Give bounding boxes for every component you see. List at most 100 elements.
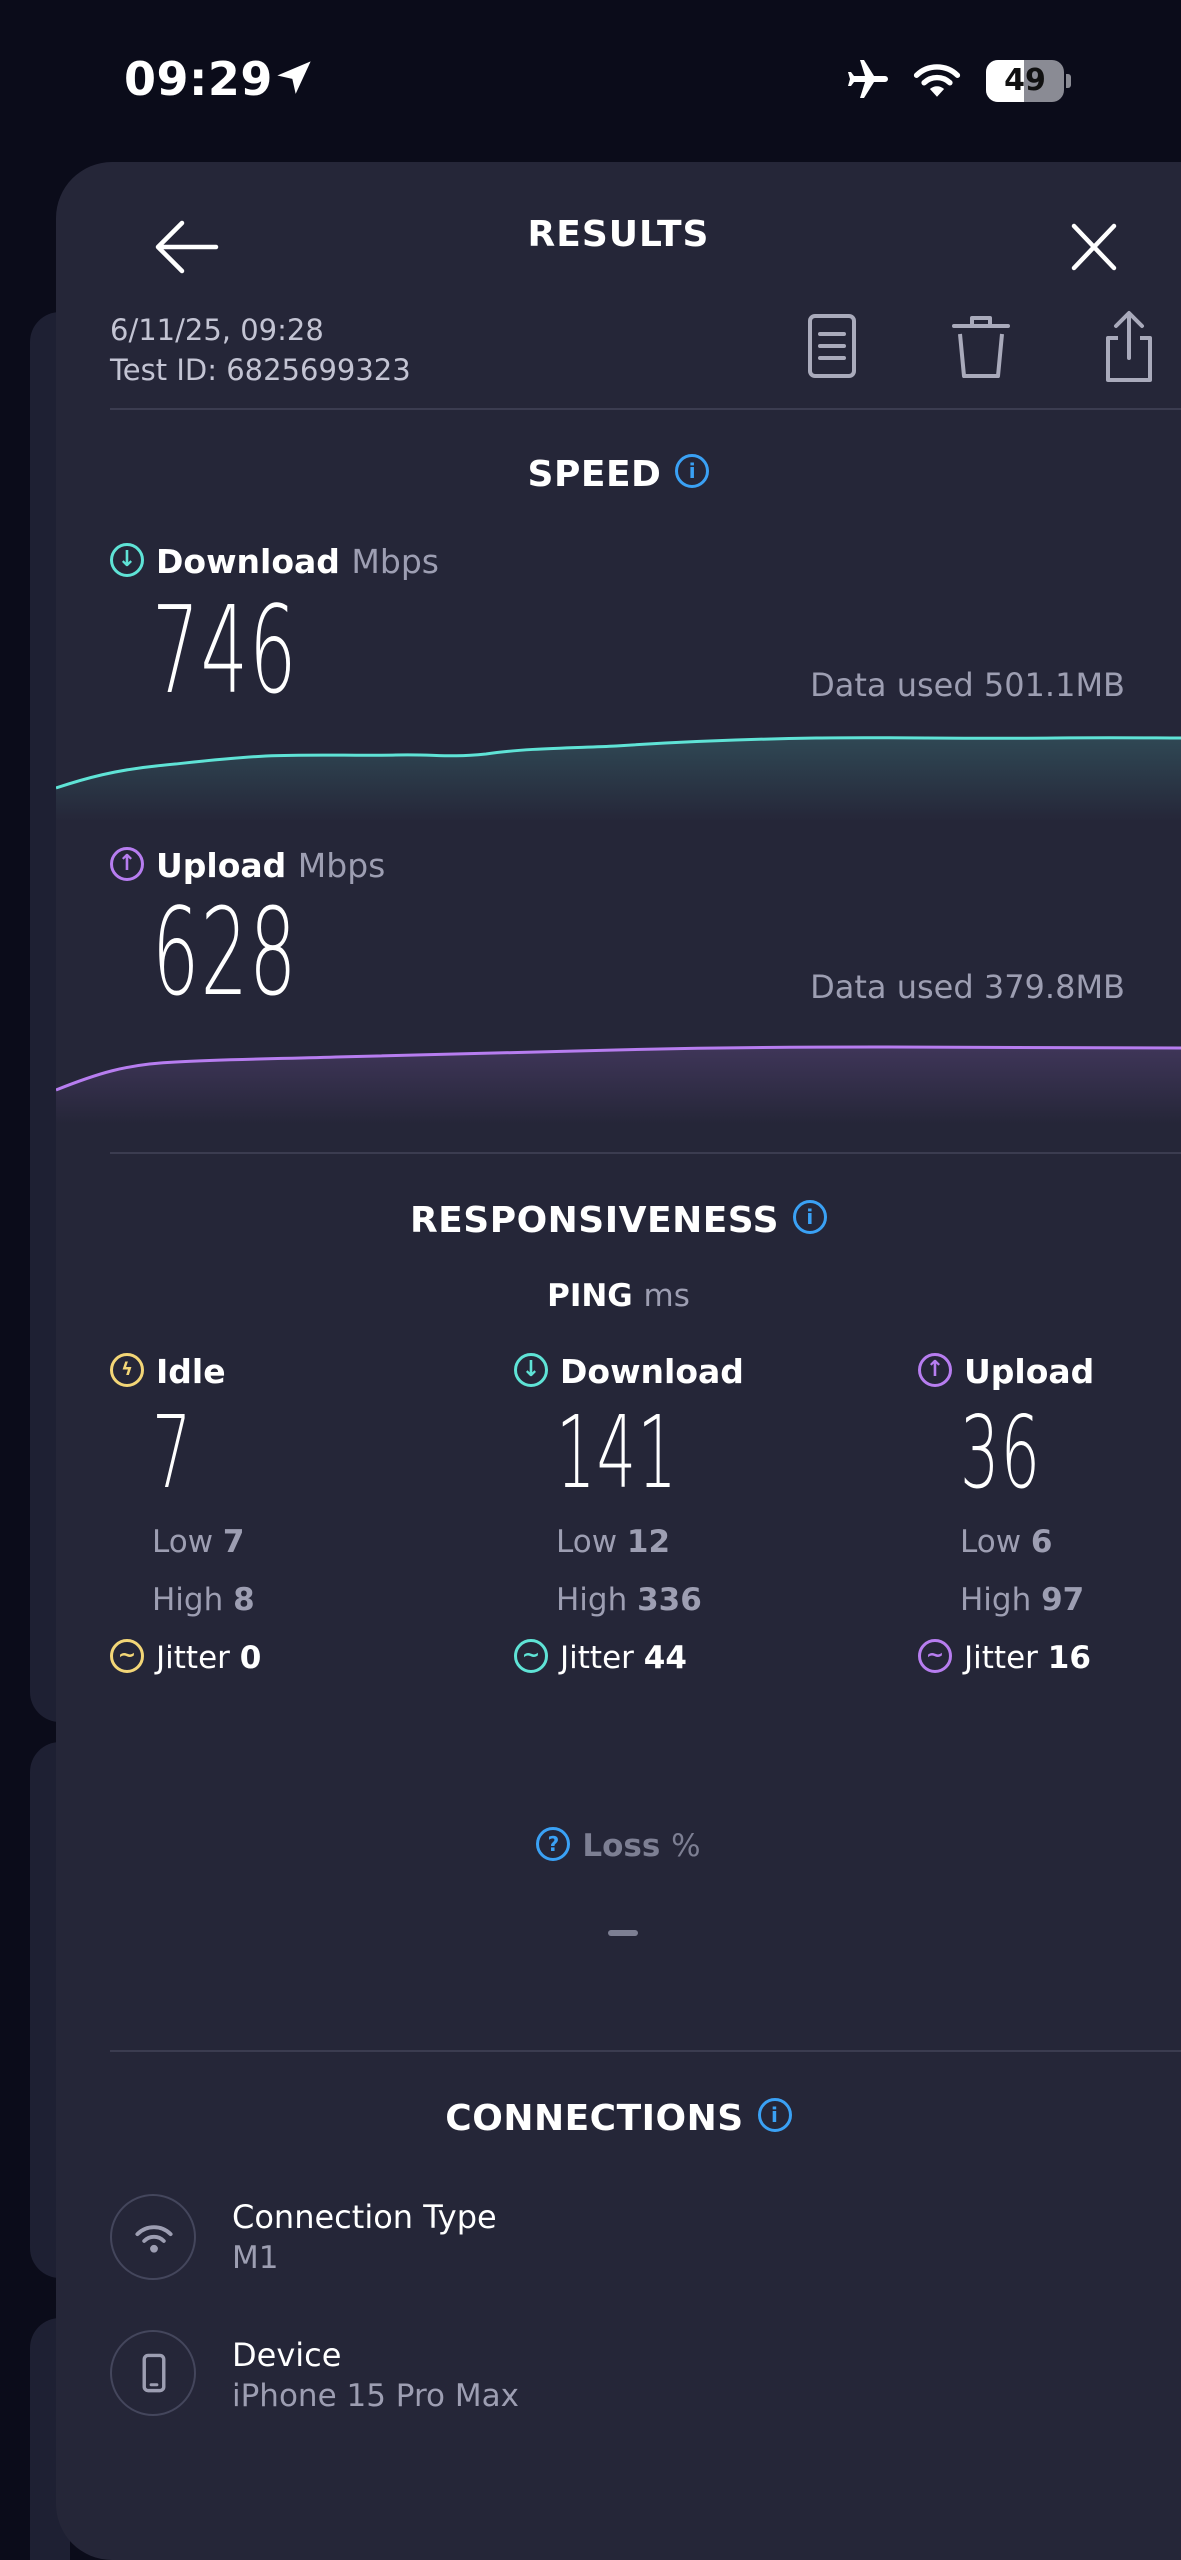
divider bbox=[110, 408, 1181, 410]
ping-upload-label: ↑ Upload bbox=[918, 1352, 1181, 1391]
download-jitter: ~ Jitter 44 bbox=[514, 1638, 687, 1677]
download-jitter-value: 44 bbox=[643, 1640, 687, 1676]
idle-ping-value: 7 bbox=[152, 1394, 193, 1511]
upload-speed-value: 628 bbox=[152, 884, 298, 1023]
connection-type-value: M1 bbox=[232, 2240, 279, 2276]
report-icon[interactable] bbox=[788, 304, 874, 390]
idle-label: ϟ Idle bbox=[110, 1352, 440, 1391]
download-data-used: Data used 501.1MB bbox=[810, 666, 1125, 704]
close-icon[interactable] bbox=[1034, 192, 1154, 302]
jitter-wave-icon: ~ bbox=[918, 1638, 952, 1673]
connections-info-icon[interactable]: i bbox=[757, 2098, 792, 2132]
status-time: 09:29 bbox=[124, 52, 273, 106]
download-unit: Mbps bbox=[351, 542, 439, 581]
wifi-icon bbox=[110, 2194, 196, 2280]
download-arrow-icon: ↓ bbox=[514, 1352, 548, 1387]
idle-low: Low 7 bbox=[152, 1524, 244, 1560]
download-ping-low: Low 12 bbox=[556, 1524, 670, 1560]
back-arrow-icon[interactable] bbox=[126, 192, 246, 302]
divider bbox=[110, 1152, 1181, 1154]
upload-arrow-icon: ↑ bbox=[918, 1352, 952, 1387]
loss-unit: % bbox=[671, 1828, 701, 1864]
download-label: ↓ Download Mbps bbox=[110, 542, 439, 581]
speed-section-title: SPEED i bbox=[56, 454, 1181, 495]
download-speed-graph bbox=[56, 736, 1181, 822]
upload-ping-value: 36 bbox=[960, 1394, 1042, 1511]
results-sheet: RESULTS 6/11/25, 09:28 Test ID: 68256993… bbox=[56, 162, 1181, 2560]
upload-speed-graph bbox=[56, 1045, 1181, 1124]
wifi-status-icon bbox=[913, 64, 961, 97]
ping-label-text: PING bbox=[547, 1278, 633, 1314]
idle-jitter-label: Jitter bbox=[156, 1640, 230, 1676]
idle-high-value: 8 bbox=[233, 1582, 255, 1618]
upload-label: ↑ Upload Mbps bbox=[110, 846, 385, 885]
download-ping-high: High 336 bbox=[556, 1582, 702, 1618]
ping-upload-label-text: Upload bbox=[964, 1352, 1095, 1391]
download-low-label: Low bbox=[556, 1524, 618, 1560]
connections-title: CONNECTIONS bbox=[445, 2098, 744, 2139]
test-date: 6/11/25, 09:28 bbox=[110, 313, 324, 347]
loss-label[interactable]: ? Loss % bbox=[56, 1826, 1181, 1865]
device-value: iPhone 15 Pro Max bbox=[232, 2378, 519, 2414]
ping-unit: ms bbox=[643, 1278, 690, 1314]
responsiveness-info-icon[interactable]: i bbox=[793, 1200, 828, 1234]
idle-high: High 8 bbox=[152, 1582, 255, 1618]
divider bbox=[110, 2050, 1181, 2052]
responsiveness-title: RESPONSIVENESS bbox=[409, 1200, 780, 1241]
idle-jitter: ~ Jitter 0 bbox=[110, 1638, 262, 1677]
download-label-text: Download bbox=[156, 542, 340, 581]
upload-ping-high: High 97 bbox=[960, 1582, 1084, 1618]
connection-type-label: Connection Type bbox=[232, 2198, 497, 2236]
upload-unit: Mbps bbox=[297, 846, 386, 885]
ping-download-label: ↓ Download bbox=[514, 1352, 844, 1391]
upload-low-label: Low bbox=[960, 1524, 1022, 1560]
battery-indicator: 49 bbox=[986, 60, 1072, 102]
speed-info-icon[interactable]: i bbox=[675, 454, 710, 488]
test-id: Test ID: 6825699323 bbox=[110, 353, 411, 387]
download-high-value: 336 bbox=[637, 1582, 702, 1618]
airplane-icon bbox=[848, 60, 888, 98]
connections-section-title: CONNECTIONS i bbox=[56, 2098, 1181, 2139]
upload-label-text: Upload bbox=[156, 846, 287, 885]
upload-jitter-label: Jitter bbox=[964, 1640, 1038, 1676]
download-low-value: 12 bbox=[626, 1524, 671, 1560]
test-meta: 6/11/25, 09:28 Test ID: 6825699323 bbox=[110, 310, 411, 390]
upload-data-used: Data used 379.8MB bbox=[810, 968, 1125, 1006]
phone-icon bbox=[110, 2330, 196, 2416]
download-arrow-icon: ↓ bbox=[110, 542, 144, 577]
upload-high-label: High bbox=[960, 1582, 1032, 1618]
idle-high-label: High bbox=[152, 1582, 224, 1618]
download-high-label: High bbox=[556, 1582, 628, 1618]
loss-value-text: – bbox=[608, 1930, 609, 1931]
help-icon[interactable]: ? bbox=[536, 1826, 571, 1861]
speed-title: SPEED bbox=[527, 454, 662, 495]
download-jitter-label: Jitter bbox=[560, 1640, 634, 1676]
loss-value: – bbox=[608, 1930, 638, 1936]
download-ping-value: 141 bbox=[556, 1394, 679, 1511]
location-arrow-icon bbox=[277, 61, 311, 94]
ping-download-column: ↓ Download bbox=[514, 1352, 844, 1391]
idle-label-text: Idle bbox=[156, 1352, 226, 1391]
idle-low-label: Low bbox=[152, 1524, 214, 1560]
idle-low-value: 7 bbox=[222, 1524, 245, 1560]
idle-jitter-value: 0 bbox=[239, 1640, 262, 1676]
ping-idle-column: ϟ Idle bbox=[110, 1352, 440, 1391]
upload-arrow-icon: ↑ bbox=[110, 846, 144, 881]
device-label: Device bbox=[232, 2336, 342, 2374]
download-speed-value: 746 bbox=[152, 582, 298, 721]
upload-jitter-value: 16 bbox=[1047, 1640, 1091, 1676]
loss-label-text: Loss bbox=[582, 1828, 661, 1864]
jitter-wave-icon: ~ bbox=[110, 1638, 144, 1673]
idle-bolt-icon: ϟ bbox=[110, 1352, 144, 1387]
jitter-wave-icon: ~ bbox=[514, 1638, 548, 1673]
trash-icon[interactable] bbox=[938, 304, 1024, 390]
battery-level: 49 bbox=[1004, 63, 1046, 98]
responsiveness-section-title: RESPONSIVENESS i bbox=[56, 1200, 1181, 1241]
ping-label: PING ms bbox=[56, 1278, 1181, 1314]
ping-download-label-text: Download bbox=[560, 1352, 744, 1391]
upload-low-value: 6 bbox=[1030, 1524, 1053, 1560]
share-icon[interactable] bbox=[1086, 304, 1172, 390]
upload-jitter: ~ Jitter 16 bbox=[918, 1638, 1091, 1677]
page-title: RESULTS bbox=[527, 214, 710, 255]
upload-high-value: 97 bbox=[1041, 1582, 1085, 1618]
